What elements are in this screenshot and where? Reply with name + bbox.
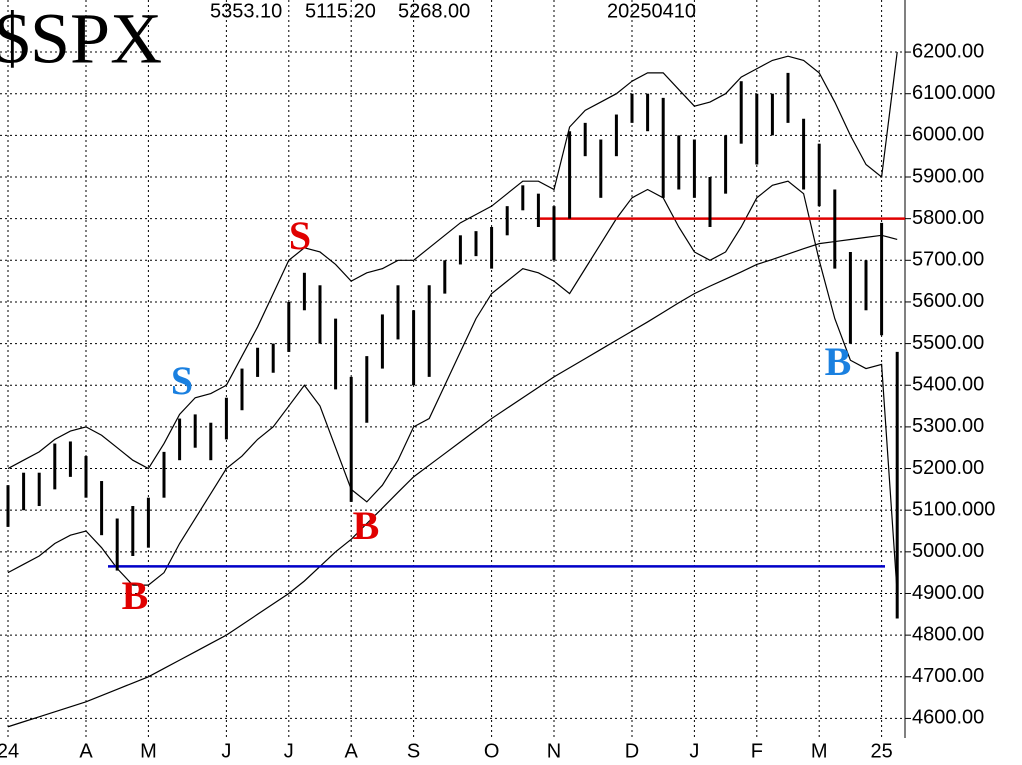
x-tick-label: J [689, 740, 699, 762]
y-tick-label: 5200.00 [912, 457, 984, 479]
y-tick-label: 4700.00 [912, 665, 984, 687]
x-tick-label: M [811, 740, 828, 762]
x-tick-label: 25 [870, 740, 892, 762]
header-value: 5268.00 [398, 0, 470, 22]
y-tick-label: 5400.00 [912, 374, 984, 396]
y-tick-label: 4600.00 [912, 707, 984, 729]
signal-label: S [171, 358, 193, 403]
y-tick-label: 5900.00 [912, 165, 984, 187]
header-value: 5115.20 [305, 0, 376, 22]
y-tick-label: 5100.000 [912, 498, 995, 520]
indicator-line [7, 234, 898, 728]
signal-label: S [289, 213, 311, 258]
y-tick-label: 5300.00 [912, 415, 984, 437]
y-tick-label: 4800.00 [912, 623, 984, 645]
x-tick-label: O [484, 740, 500, 762]
signal-label: B [122, 573, 149, 618]
x-tick-label: J [221, 740, 231, 762]
indicator-line [7, 51, 898, 470]
x-tick-label: M [140, 740, 157, 762]
indicator-line [7, 180, 898, 594]
y-tick-label: 5600.00 [912, 290, 984, 312]
y-tick-label: 4900.00 [912, 582, 984, 604]
y-tick-label: 6200.00 [912, 40, 984, 62]
chart-title: $SPX [0, 0, 162, 79]
y-tick-label: 5700.00 [912, 249, 984, 271]
y-tick-label: 5800.00 [912, 207, 984, 229]
x-tick-label: 24 [0, 740, 19, 762]
x-tick-label: A [345, 740, 359, 762]
y-tick-label: 5500.00 [912, 332, 984, 354]
x-tick-label: S [407, 740, 420, 762]
signal-label: B [825, 339, 852, 384]
signal-label: B [353, 503, 380, 548]
x-tick-label: F [751, 740, 763, 762]
header-date: 20250410 [607, 0, 696, 22]
x-tick-label: A [79, 740, 93, 762]
y-tick-label: 6000.00 [912, 124, 984, 146]
y-tick-label: 5000.00 [912, 540, 984, 562]
y-tick-label: 6100.000 [912, 82, 995, 104]
header-value: 5353.10 [210, 0, 282, 22]
x-tick-label: J [284, 740, 294, 762]
x-tick-label: N [547, 740, 561, 762]
x-tick-label: D [625, 740, 639, 762]
